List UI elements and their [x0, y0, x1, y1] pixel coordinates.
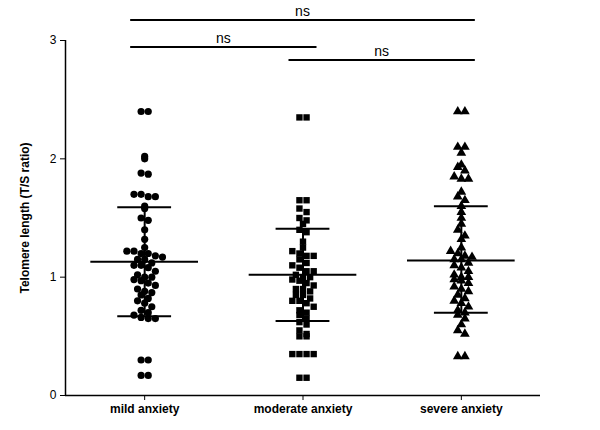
svg-text:Telomere length (T/S ratio): Telomere length (T/S ratio) — [18, 142, 32, 293]
svg-text:1: 1 — [50, 270, 57, 284]
svg-text:2: 2 — [50, 152, 57, 166]
svg-text:ns: ns — [216, 30, 231, 46]
svg-text:mild anxiety: mild anxiety — [110, 402, 180, 416]
svg-text:moderate anxiety: moderate anxiety — [254, 402, 353, 416]
svg-text:severe anxiety: severe anxiety — [420, 402, 503, 416]
svg-text:ns: ns — [374, 43, 389, 59]
svg-text:3: 3 — [50, 33, 57, 47]
svg-text:0: 0 — [50, 388, 57, 402]
svg-text:ns: ns — [295, 3, 310, 19]
